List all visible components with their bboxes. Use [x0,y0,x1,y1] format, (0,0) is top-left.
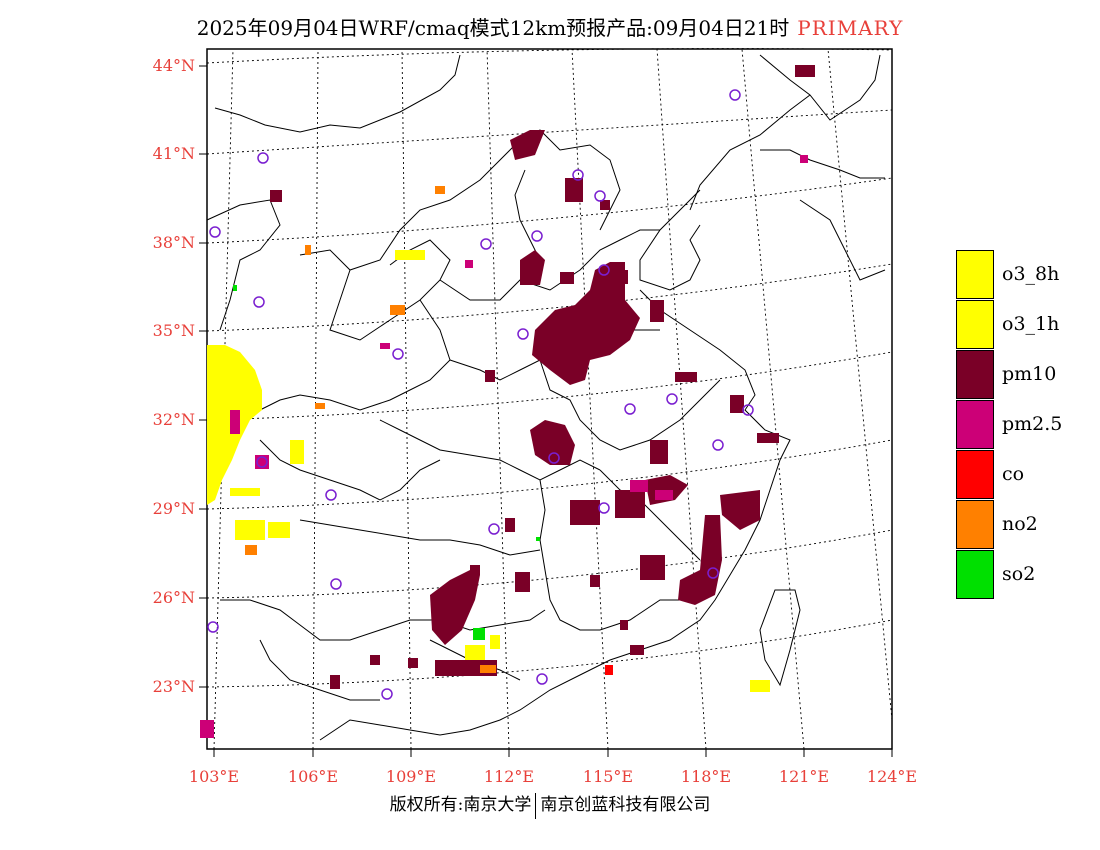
map-frame [206,48,893,750]
legend-item-co: co [956,449,1062,499]
primary-pollutant-cells [200,65,815,738]
lon-label-103: 103°E [188,767,240,786]
legend-swatch [956,249,994,299]
primary-tag: PRIMARY [797,16,904,40]
lon-label-115: 115°E [582,767,634,786]
lon-label-112: 112°E [483,767,535,786]
lat-label-35: 35°N [152,321,195,340]
legend-item-so2: so2 [956,549,1062,599]
legend-label: co [1002,463,1025,485]
copyright-left: 版权所有:南京大学 [389,795,532,815]
legend-label: so2 [1002,563,1036,585]
lon-label-109: 109°E [385,767,437,786]
legend-label: o3_1h [1002,313,1060,335]
map-title: 2025年09月04日WRF/cmaq模式12km预报产品:09月04日21时 P… [0,12,1100,41]
lat-label-32: 32°N [152,410,195,429]
lon-label-118: 118°E [680,767,732,786]
legend-label: o3_8h [1002,263,1060,285]
legend-swatch [956,449,994,499]
lat-label-38: 38°N [152,233,195,252]
lon-label-121: 121°E [778,767,830,786]
legend-label: pm10 [1002,363,1057,385]
pollutant-legend: o3_8h o3_1h pm10 pm2.5 co no2 so2 [956,249,1062,599]
legend-swatch [956,549,994,599]
station-markers [207,89,754,700]
footer-divider [535,792,537,819]
legend-item-pm25: pm2.5 [956,399,1062,449]
lon-label-106: 106°E [287,767,339,786]
legend-swatch [956,299,994,349]
legend-item-o3-8h: o3_8h [956,249,1062,299]
legend-item-pm10: pm10 [956,349,1062,399]
legend-swatch [956,349,994,399]
copyright-right: 南京创蓝科技有限公司 [540,795,711,815]
title-text: 2025年09月04日WRF/cmaq模式12km预报产品:09月04日21时 [196,16,790,40]
legend-label: pm2.5 [1002,413,1063,435]
lat-label-23: 23°N [152,677,195,696]
legend-item-o3-1h: o3_1h [956,299,1062,349]
lat-label-29: 29°N [152,499,195,518]
legend-swatch [956,399,994,449]
legend-item-no2: no2 [956,499,1062,549]
lat-label-26: 26°N [152,588,195,607]
longitude-gridlines [213,48,893,750]
legend-swatch [956,499,994,549]
lat-label-44: 44°N [152,56,195,75]
legend-label: no2 [1002,513,1038,535]
copyright-footer: 版权所有:南京大学 南京创蓝科技有限公司 [0,790,1100,819]
axis-ticks [199,65,893,757]
lon-label-124: 124°E [866,767,918,786]
lat-label-41: 41°N [152,144,195,163]
